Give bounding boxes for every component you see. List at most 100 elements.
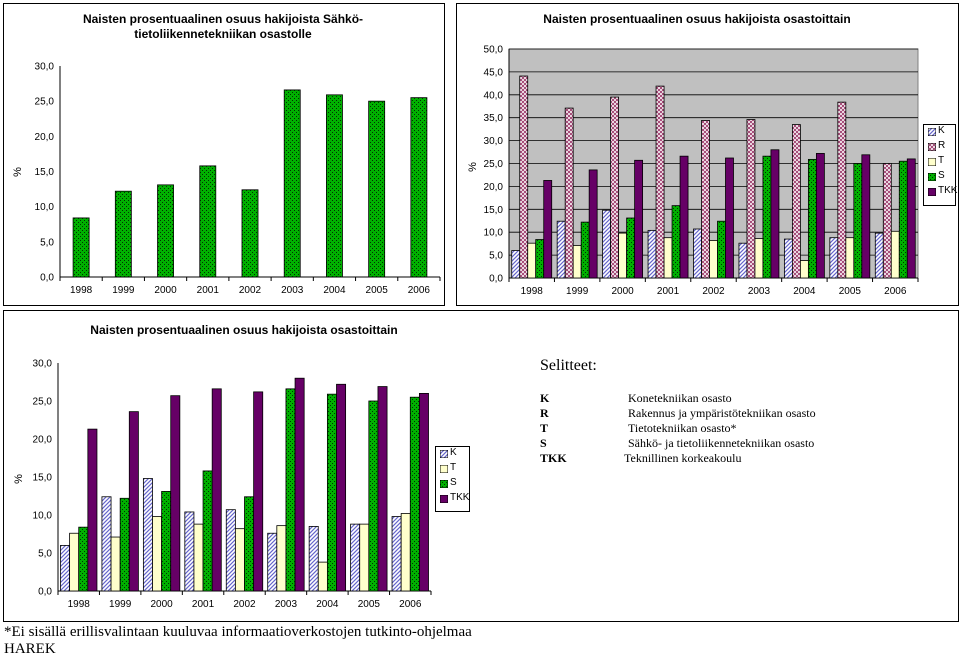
bar-s-2004 — [326, 94, 343, 278]
explanation-heading: Selitteet: — [540, 357, 597, 374]
bar-r-2006 — [882, 163, 892, 279]
y-tick-label: 30,0 — [33, 359, 53, 370]
bar-tkk-2005 — [861, 154, 871, 279]
y-tick-label: 50,0 — [484, 45, 504, 56]
bar-tkk-2003 — [294, 377, 305, 592]
chart-1-title: Naisten prosentuaalinen osuus hakijoista… — [82, 12, 364, 41]
explanation-desc: Sähkö- ja tietoliikennetekniikan osasto — [628, 436, 815, 450]
x-tick-label: 2005 — [358, 599, 381, 610]
bar-s-2003 — [762, 155, 772, 279]
bar-s-2000 — [157, 184, 174, 278]
x-tick-label: 1999 — [109, 599, 132, 610]
bar-s-2005 — [368, 100, 386, 278]
x-tick-label: 2001 — [192, 599, 215, 610]
bar-tkk-2004 — [336, 383, 347, 592]
bar-s-2002 — [244, 496, 255, 592]
bar-r-2002 — [701, 120, 710, 279]
y-tick-label: 15,0 — [484, 205, 504, 216]
x-tick-label: 2000 — [150, 599, 173, 610]
bar-tkk-2001 — [211, 388, 222, 592]
bar-s-1998 — [535, 239, 545, 279]
bar-tkk-2006 — [418, 393, 429, 592]
y-tick-label: 0,0 — [40, 273, 54, 284]
x-tick-label: 1998 — [68, 599, 91, 610]
bar-t-1999 — [110, 536, 121, 592]
legend-label-s: S — [938, 170, 945, 181]
y-tick-label: 0,0 — [38, 587, 52, 598]
x-tick-label: 2006 — [408, 285, 431, 296]
bar-s-2001 — [671, 205, 681, 279]
x-tick-label: 2000 — [611, 286, 634, 297]
bar-tkk-1998 — [87, 428, 98, 592]
bar-s-2006 — [409, 396, 420, 592]
bar-s-2005 — [368, 400, 379, 592]
y-tick-label: 20,0 — [35, 132, 55, 143]
legend-label-r: R — [938, 140, 946, 151]
explanation-row-tkk: TKK Teknillinen korkeakoulu — [540, 451, 920, 466]
x-tick-label: 1999 — [566, 286, 589, 297]
bar-k-2000 — [602, 209, 612, 279]
legend3-label-s: S — [450, 477, 457, 488]
y-tick-label: 20,0 — [33, 435, 53, 446]
bar-s-2003 — [283, 89, 301, 278]
bar-t-1998 — [69, 532, 80, 592]
chart-3-legend: K T S TKK — [435, 446, 470, 512]
explanation-box: Selitteet: K Konetekniikan osasto R Rakenn… — [540, 357, 920, 466]
footnote-line-1: *Ei sisällä erillisvalintaan kuuluvaa in… — [4, 624, 472, 640]
bar-tkk-1999 — [588, 169, 598, 279]
bar-r-1998 — [519, 75, 529, 279]
y-tick-label: 25,0 — [35, 97, 55, 108]
bar-t-1999 — [572, 245, 582, 279]
y-tick-label: 45,0 — [484, 67, 504, 78]
explanation-code: S — [540, 436, 547, 450]
y-tick-label: 5,0 — [489, 251, 503, 262]
bar-tkk-2000 — [170, 395, 181, 592]
y-tick-label: 30,0 — [35, 62, 55, 73]
bar-s-2001 — [202, 470, 213, 592]
legend3-item-tkk: TKK — [436, 492, 469, 507]
x-tick-label: 2003 — [281, 285, 304, 296]
bar-r-2005 — [837, 101, 847, 279]
explanation-row-k: K Konetekniikan osasto — [540, 391, 920, 406]
y-tick-label: 35,0 — [484, 113, 504, 124]
bar-s-2002 — [241, 189, 259, 278]
explanation-row-s: S Sähkö- ja tietoliikennetekniikan osasto — [540, 436, 920, 451]
chart-3-svg: % 0,0 5,0 10,0 15,0 20,0 25,0 30,0 1998 1999 2000… — [13, 359, 432, 610]
legend-item-k: K — [924, 125, 955, 140]
bar-k-2001 — [647, 229, 657, 279]
bar-s-2004 — [326, 393, 337, 592]
bar-t-2002 — [234, 528, 245, 592]
bar-tkk-2002 — [725, 157, 734, 279]
x-tick-label: 2002 — [702, 286, 725, 297]
bar-k-1998 — [60, 544, 71, 592]
x-tick-label: 1998 — [521, 286, 544, 297]
y-tick-label: 20,0 — [484, 182, 504, 193]
bar-r-2001 — [655, 85, 665, 279]
legend-item-r: R — [924, 140, 955, 155]
bar-k-2006 — [874, 232, 884, 279]
bar-k-1999 — [101, 496, 112, 592]
y-tick-label: 5,0 — [40, 237, 54, 248]
x-tick-label: 2001 — [197, 285, 220, 296]
y-tick-label: 10,0 — [35, 202, 55, 213]
bar-t-2001 — [663, 237, 673, 279]
bar-t-2000 — [152, 516, 163, 592]
bar-k-2002 — [225, 509, 236, 592]
bar-s-2000 — [626, 217, 636, 279]
bar-s-2003 — [285, 388, 296, 592]
x-tick-label: 2002 — [239, 285, 262, 296]
bar-tkk-1999 — [128, 411, 139, 592]
x-tick-label: 2005 — [839, 286, 862, 297]
bar-s-1998 — [78, 526, 89, 592]
y-tick-label: 10,0 — [484, 228, 504, 239]
chart-1-panel: Naisten prosentuaalinen osuus hakijoista… — [3, 3, 445, 306]
y-tick-label: 25,0 — [484, 159, 504, 170]
explanation-code: K — [540, 391, 550, 405]
chart-1-svg: % 0,0 5,0 10,0 15,0 20,0 25,0 30,0 1998 1999 2000… — [12, 62, 441, 296]
x-tick-label: 2004 — [323, 285, 346, 296]
bar-k-2001 — [184, 511, 195, 592]
bar-tkk-2006 — [906, 158, 916, 279]
x-tick-label: 2001 — [657, 286, 680, 297]
y-tick-label: 0,0 — [489, 274, 503, 285]
explanation-code: T — [540, 421, 549, 435]
